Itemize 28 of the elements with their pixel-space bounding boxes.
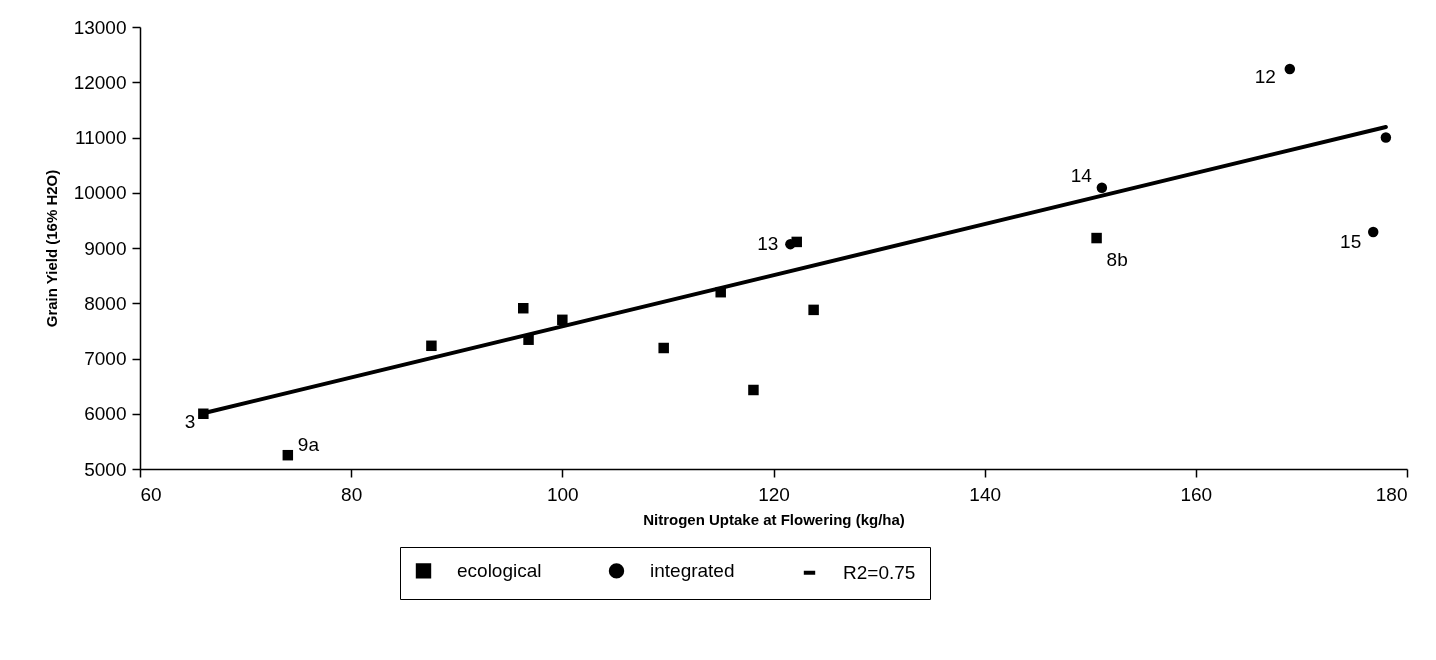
x-tick-label: 180 [1375, 483, 1408, 505]
y-tick-label: 6000 [84, 403, 127, 425]
y-tick-label: 11000 [75, 127, 127, 148]
legend-label: ecological [457, 559, 542, 581]
legend-label: integrated [650, 559, 735, 581]
x-tick-label: 100 [546, 483, 579, 505]
x-axis-title: Nitrogen Uptake at Flowering (kg/ha) [643, 510, 905, 528]
x-tick-label: 160 [1180, 483, 1213, 505]
annotation: 13 [757, 233, 779, 255]
y-tick-label: 8000 [84, 292, 127, 314]
x-tick-label: 140 [969, 483, 1002, 505]
annotation: 9a [297, 434, 320, 456]
legend-label: R2=0.75 [843, 561, 916, 583]
y-tick-label: 12000 [73, 71, 127, 93]
y-tick-label: 5000 [84, 458, 127, 480]
y-tick-label: 10000 [73, 182, 127, 204]
x-tick-label: 80 [341, 483, 363, 505]
y-tick-label: 13000 [73, 16, 127, 38]
y-axis-title: Grain Yield (16% H2O) [42, 169, 60, 328]
y-tick-label: 7000 [84, 348, 127, 369]
y-tick-label: 9000 [84, 237, 127, 259]
annotation: 3 [184, 410, 196, 432]
x-tick-label: 60 [140, 483, 162, 505]
x-tick-label: 120 [758, 483, 790, 505]
annotation: 14 [1070, 164, 1093, 186]
annotation: 15 [1340, 230, 1362, 252]
annotation: 12 [1254, 65, 1276, 87]
annotation: 8b [1106, 249, 1128, 271]
